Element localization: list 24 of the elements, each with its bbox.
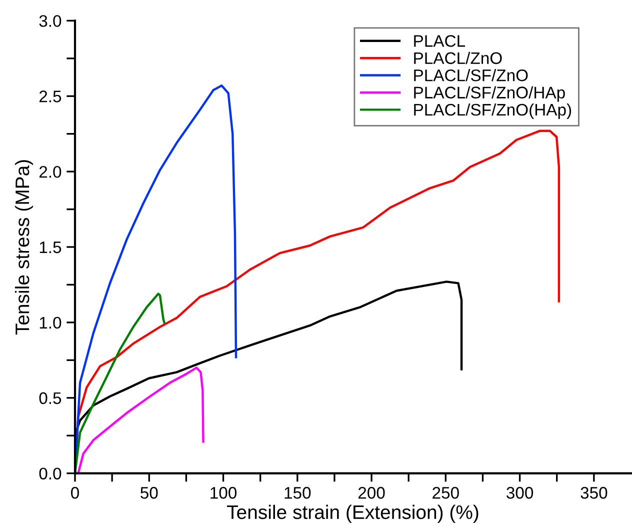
y-tick-label: 1.5 (40, 242, 62, 254)
x-axis-title: Tensile strain (Extension) (%) (227, 504, 478, 523)
legend-label: PLACL/ZnO (414, 52, 502, 64)
legend-label: PLACL/SF/ZnO(HAp) (414, 103, 572, 119)
x-tick-label: 300 (506, 486, 534, 499)
y-tick-label: 2.5 (39, 90, 62, 102)
y-tick-label: 0.5 (39, 392, 62, 404)
x-tick-label: 150 (284, 486, 311, 499)
x-tick-label: 200 (358, 486, 385, 499)
x-tick-label: 250 (432, 486, 459, 499)
x-tick-label: 0 (71, 486, 79, 499)
x-tick-label: 50 (140, 486, 158, 499)
legend-label: PLACL/SF/ZnO (414, 69, 528, 82)
y-tick-label: 0.0 (39, 468, 62, 480)
y-tick-label: 2.0 (39, 166, 62, 178)
y-axis-title: Tensile stress (MPa) (14, 160, 34, 335)
x-tick-label: 350 (580, 486, 608, 499)
y-tick-label: 3.0 (39, 15, 62, 27)
legend-label: PLACL (414, 35, 466, 47)
line-series (75, 292, 166, 474)
x-tick-label: 100 (210, 486, 237, 499)
y-tick-label: 1.0 (40, 316, 62, 329)
legend-label: PLACL/SF/ZnO/HAp (414, 86, 565, 102)
line-series (77, 366, 204, 474)
